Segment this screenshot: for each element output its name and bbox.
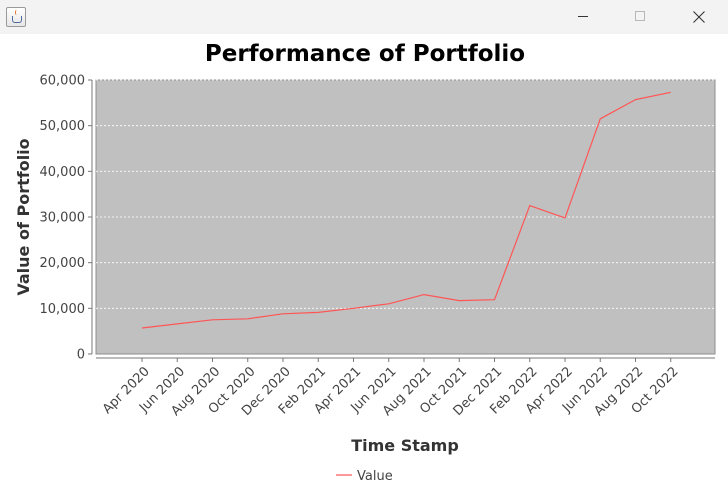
y-tick-label: 0 — [77, 348, 85, 363]
maximize-icon — [635, 11, 645, 21]
series-line-value — [141, 91, 671, 329]
maximize-button[interactable] — [618, 0, 664, 34]
title-bar — [0, 0, 728, 34]
portfolio-chart: Performance of Portfolio 0 10,000 20,000 30… — [14, 41, 716, 484]
close-button[interactable] — [676, 0, 722, 34]
y-tick-label: 30,000 — [40, 211, 86, 226]
chart-title: Performance of Portfolio — [205, 41, 525, 67]
x-axis-title: Time Stamp — [351, 436, 459, 455]
close-icon — [693, 11, 705, 23]
legend: Value — [336, 469, 393, 484]
minimize-icon — [578, 16, 588, 17]
y-axis-title: Value of Portfolio — [14, 138, 33, 295]
y-tick-label: 60,000 — [40, 74, 86, 89]
java-icon[interactable] — [6, 7, 26, 27]
y-tick-label: 10,000 — [40, 302, 86, 317]
legend-label: Value — [357, 469, 393, 484]
y-tick-label: 20,000 — [40, 256, 86, 271]
y-tick-label: 40,000 — [40, 165, 86, 180]
minimize-button[interactable] — [560, 0, 606, 34]
y-tick-label: 50,000 — [40, 119, 86, 134]
